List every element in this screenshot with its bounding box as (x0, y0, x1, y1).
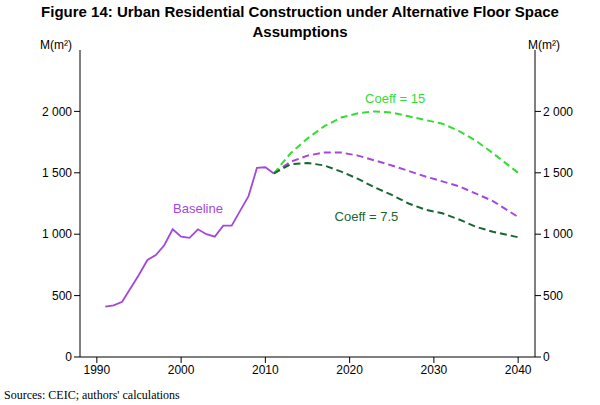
svg-text:2010: 2010 (252, 363, 279, 377)
svg-text:Coeff = 7.5: Coeff = 7.5 (335, 209, 399, 224)
html-text:Sources: CEIC; authors' calcul: Sources: CEIC; authors' calculations (4, 388, 180, 402)
svg-text:Coeff = 15: Coeff = 15 (365, 91, 425, 106)
svg-text:1990: 1990 (84, 363, 111, 377)
svg-text:500: 500 (543, 289, 563, 303)
svg-text:1 500: 1 500 (543, 166, 573, 180)
svg-text:2040: 2040 (505, 363, 532, 377)
svg-text:1 000: 1 000 (543, 227, 573, 241)
svg-text:2 000: 2 000 (42, 105, 72, 119)
svg-text:500: 500 (52, 289, 72, 303)
svg-text:2 000: 2 000 (543, 105, 573, 119)
html-text:M(m²): M(m²) (528, 38, 560, 52)
svg-text:0: 0 (65, 350, 72, 364)
svg-text:2000: 2000 (168, 363, 195, 377)
svg-text:2030: 2030 (421, 363, 448, 377)
svg-text:2020: 2020 (336, 363, 363, 377)
svg-text:0: 0 (543, 350, 550, 364)
svg-text:Baseline: Baseline (173, 201, 223, 216)
html-text:M(m²): M(m²) (40, 38, 72, 52)
svg-text:1 500: 1 500 (42, 166, 72, 180)
svg-text:1 000: 1 000 (42, 227, 72, 241)
html-text:Figure 14: Urban Residential C: Figure 14: Urban Residential Constructio… (41, 3, 559, 40)
